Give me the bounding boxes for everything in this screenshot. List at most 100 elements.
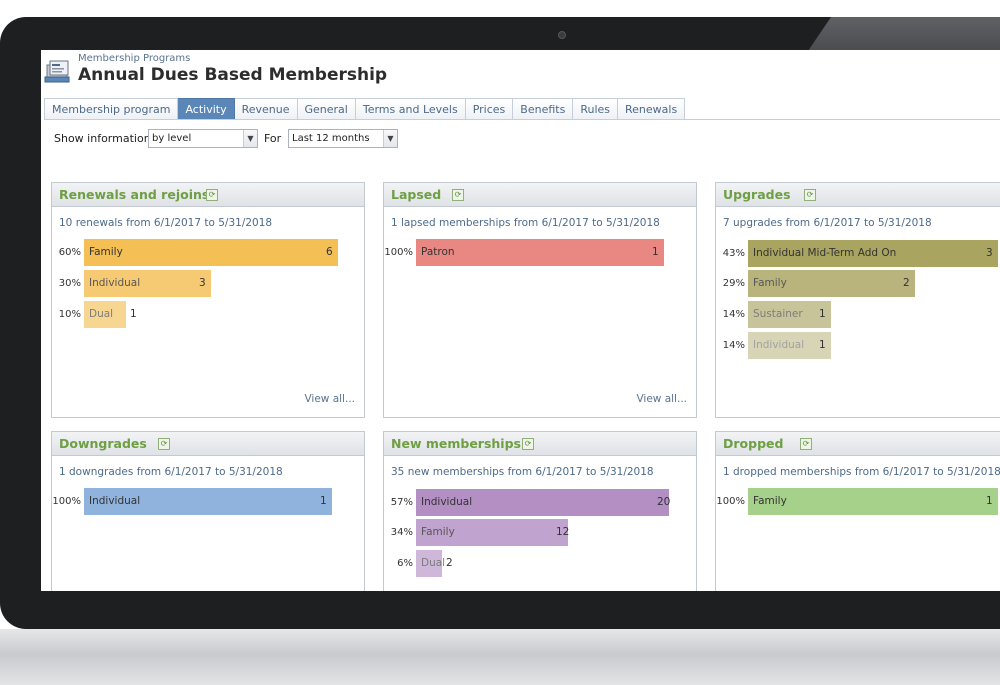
laptop-base (0, 629, 1000, 685)
bar[interactable]: Individual Mid-Term Add On (748, 240, 998, 267)
refresh-icon[interactable]: ⟳ (206, 189, 218, 201)
bar[interactable]: Family (84, 239, 338, 266)
panel-title: Upgrades (723, 187, 791, 202)
bar-label: Family (421, 526, 455, 538)
bar-row: 6% Dual 2 (384, 550, 698, 578)
panel-lapsed: Lapsed ⟳ 1 lapsed memberships from 6/1/201… (383, 182, 697, 418)
bar[interactable]: Sustainer (748, 301, 831, 328)
for-label: For (264, 132, 282, 145)
frame-glare (808, 17, 1000, 51)
bar-count: 1 (819, 339, 826, 351)
tab-activity[interactable]: Activity (178, 98, 235, 120)
bar-count: 1 (652, 246, 659, 258)
bar-count: 6 (326, 246, 333, 258)
bar-percent: 6% (397, 558, 413, 569)
refresh-icon[interactable]: ⟳ (452, 189, 464, 201)
bar-percent: 14% (722, 309, 745, 320)
membership-program-icon (44, 60, 70, 83)
bar-label: Individual (421, 496, 473, 508)
panel-title: Lapsed (391, 187, 442, 202)
bar[interactable]: Individual (84, 488, 332, 515)
bar[interactable]: Family (748, 488, 998, 515)
bar-row: 100% Patron 1 (384, 239, 698, 267)
chevron-down-icon[interactable]: ▼ (243, 130, 257, 147)
bar[interactable]: Patron (416, 239, 664, 266)
panel-upgrades: Upgrades ⟳ 7 upgrades from 6/1/2017 to 5/3… (715, 182, 1000, 418)
refresh-icon[interactable]: ⟳ (158, 438, 170, 450)
bar-label: Individual (89, 277, 141, 289)
page-title: Annual Dues Based Membership (78, 65, 388, 85)
bar-percent: 30% (58, 278, 81, 289)
bar-row: 57% Individual 20 (384, 489, 698, 517)
bar-row: 100% Family 1 (716, 488, 1000, 516)
panel-title: New memberships (391, 436, 521, 451)
bar-percent: 100% (384, 247, 413, 258)
bar-label: Family (753, 277, 787, 289)
show-information-label: Show information (54, 132, 151, 145)
panel-title: Downgrades (59, 436, 147, 451)
bar-row: 14% Sustainer 1 (716, 301, 1000, 329)
panel-renewals: Renewals and rejoins ⟳ 10 renewals from 6/… (51, 182, 365, 418)
bar-row: 43% Individual Mid-Term Add On 3 (716, 240, 1000, 268)
screen: Membership Programs Annual Dues Based Me… (41, 50, 1000, 591)
refresh-icon[interactable]: ⟳ (800, 438, 812, 450)
tab-rules[interactable]: Rules (573, 98, 619, 120)
bar-row: 100% Individual 1 (52, 488, 366, 516)
bar[interactable]: Individual (416, 489, 669, 516)
panel-downgrades: Downgrades ⟳ 1 downgrades from 6/1/2017 to… (51, 431, 365, 591)
refresh-icon[interactable]: ⟳ (522, 438, 534, 450)
bar-percent: 10% (58, 309, 81, 320)
tab-general[interactable]: General (297, 98, 356, 120)
tab-divider (44, 119, 1000, 120)
bar[interactable]: Family (416, 519, 568, 546)
bar-count: 1 (320, 495, 327, 507)
bar-count: 12 (556, 526, 570, 538)
bar-percent: 43% (722, 248, 745, 259)
bar[interactable]: Individual (84, 270, 211, 297)
bar-label: Patron (421, 246, 455, 258)
bar-count: 1 (130, 308, 137, 320)
bar-label: Family (753, 495, 787, 507)
bar-row: 14% Individual 1 (716, 332, 1000, 360)
panel-new-memberships: New memberships ⟳ 35 new memberships from … (383, 431, 697, 591)
bar-label: Individual Mid-Term Add On (753, 247, 897, 259)
refresh-icon[interactable]: ⟳ (804, 189, 816, 201)
view-all-link[interactable]: View all... (304, 393, 355, 405)
bar-percent: 60% (58, 247, 81, 258)
bar-percent: 57% (390, 497, 413, 508)
bar-label: Sustainer (753, 308, 803, 320)
bar-row: 10% Dual 1 (52, 301, 366, 329)
tab-benefits[interactable]: Benefits (513, 98, 574, 120)
show-information-select[interactable]: by level ▼ (148, 129, 258, 148)
panel-subtitle: 1 downgrades from 6/1/2017 to 5/31/2018 (59, 466, 283, 478)
tab-membership-program[interactable]: Membership program (44, 98, 179, 120)
bar-row: 34% Family 12 (384, 519, 698, 547)
tab-revenue[interactable]: Revenue (234, 98, 298, 120)
bar-count: 20 (657, 496, 671, 508)
bar-percent: 100% (52, 496, 81, 507)
breadcrumb[interactable]: Membership Programs (78, 53, 191, 64)
bar-count: 3 (986, 247, 993, 259)
bar-percent: 29% (722, 278, 745, 289)
bar[interactable]: Individual (748, 332, 831, 359)
view-all-link[interactable]: View all... (636, 393, 687, 405)
panel-title: Dropped (723, 436, 784, 451)
show-information-value: by level (152, 133, 192, 144)
panel-header: Dropped ⟳ (716, 432, 1000, 456)
bar[interactable]: Dual (84, 301, 126, 328)
bar-count: 3 (199, 277, 206, 289)
tab-bar: Membership program Activity Revenue General… (44, 98, 686, 120)
tab-renewals[interactable]: Renewals (618, 98, 686, 120)
panel-header: Lapsed ⟳ (384, 183, 696, 207)
tab-terms-and-levels[interactable]: Terms and Levels (355, 98, 466, 120)
bar-label: Dual (89, 308, 114, 320)
bar-count: 1 (986, 495, 993, 507)
period-value: Last 12 months (292, 133, 370, 144)
period-select[interactable]: Last 12 months ▼ (288, 129, 398, 148)
bar[interactable]: Family (748, 270, 915, 297)
tab-prices[interactable]: Prices (465, 98, 514, 120)
bar-count: 1 (819, 308, 826, 320)
bar-row: 60% Family 6 (52, 239, 366, 267)
bar[interactable]: Dual (416, 550, 445, 577)
chevron-down-icon[interactable]: ▼ (383, 130, 397, 147)
